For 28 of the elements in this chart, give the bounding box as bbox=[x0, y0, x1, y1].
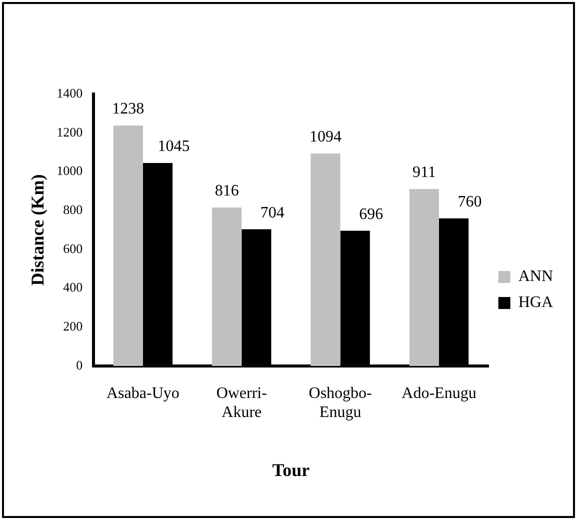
data-label: 704 bbox=[260, 204, 284, 222]
x-tick-label: Oshogbo-Enugu bbox=[308, 384, 372, 422]
x-tick-label: Ado-Enugu bbox=[402, 384, 476, 402]
y-tick-label: 1400 bbox=[56, 85, 83, 100]
y-tick-label: 1200 bbox=[56, 124, 83, 140]
bar bbox=[310, 153, 340, 366]
data-label: 1094 bbox=[310, 128, 342, 146]
data-label: 1238 bbox=[112, 100, 144, 118]
y-tick-label: 200 bbox=[63, 318, 83, 334]
legend-label: ANN bbox=[518, 268, 554, 286]
data-label: 911 bbox=[412, 164, 436, 182]
x-axis-title: Tour bbox=[272, 460, 310, 480]
y-tick-label: 600 bbox=[63, 240, 83, 256]
y-tick-label: 0 bbox=[76, 357, 83, 372]
data-label: 696 bbox=[359, 206, 384, 223]
y-axis-title: Distance (Km) bbox=[27, 174, 48, 286]
legend-label: HGA bbox=[518, 294, 554, 312]
data-label: 760 bbox=[458, 194, 482, 211]
x-tick-label: Asaba-Uyo bbox=[106, 384, 180, 402]
y-tick-label: 800 bbox=[63, 202, 83, 217]
y-tick-label: 1000 bbox=[56, 163, 83, 178]
bar bbox=[113, 125, 143, 366]
data-label: 816 bbox=[214, 182, 239, 200]
data-label: 1045 bbox=[158, 138, 190, 156]
x-tick-label: Owerri-Akure bbox=[216, 384, 267, 422]
bar bbox=[409, 189, 439, 366]
bar bbox=[212, 207, 242, 366]
y-tick-label: 400 bbox=[63, 280, 83, 295]
